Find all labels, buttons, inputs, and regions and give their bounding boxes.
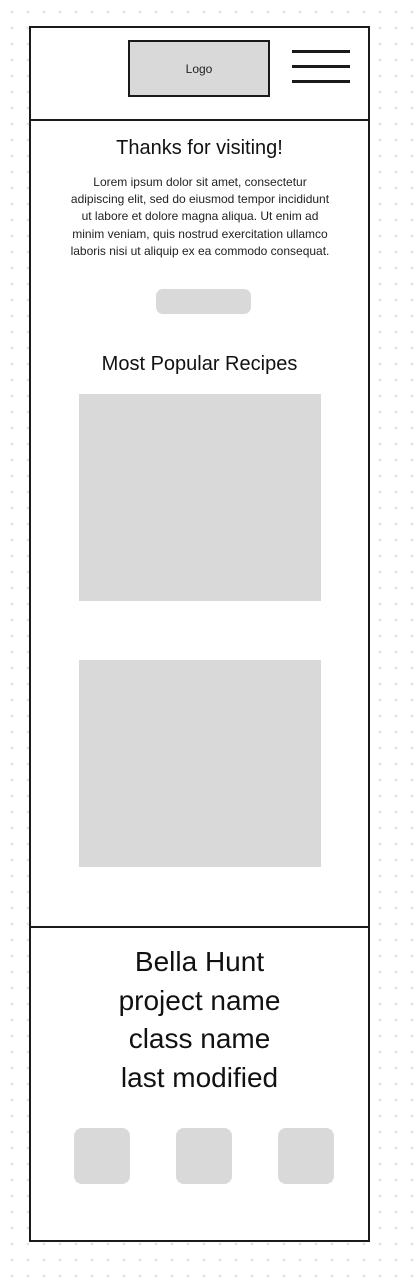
logo-label: Logo [185, 61, 213, 76]
footer-last-modified: last modified [120, 1061, 279, 1093]
site-footer: Bella Hunt project name class name last … [31, 926, 368, 1242]
footer-author: Bella Hunt [134, 946, 265, 977]
menu-line [292, 80, 350, 83]
site-header: Logo [31, 28, 368, 121]
menu-line [292, 50, 350, 53]
footer-project-name: project name [118, 984, 281, 1016]
recipe-image-placeholder[interactable] [79, 660, 321, 867]
footer-class-name: class name [128, 1023, 271, 1054]
social-icon-placeholder[interactable] [74, 1128, 130, 1184]
social-icon-placeholder[interactable] [176, 1128, 232, 1184]
logo[interactable]: Logo [128, 40, 270, 97]
welcome-paragraph: Lorem ipsum dolor sit amet, consectetur … [70, 175, 330, 258]
social-icon-placeholder[interactable] [278, 1128, 334, 1184]
recipe-image-placeholder[interactable] [79, 394, 321, 601]
wireframe-frame: Logo Thanks for visiting! Lorem ipsum do… [29, 26, 370, 1242]
welcome-heading: Thanks for visiting! [116, 137, 283, 159]
footer-info: Bella Hunt project name class name last … [31, 943, 368, 1097]
cta-button[interactable] [156, 289, 251, 314]
popular-recipes-heading: Most Popular Recipes [101, 353, 298, 375]
hamburger-menu-icon[interactable] [292, 50, 350, 84]
menu-line [292, 65, 350, 68]
